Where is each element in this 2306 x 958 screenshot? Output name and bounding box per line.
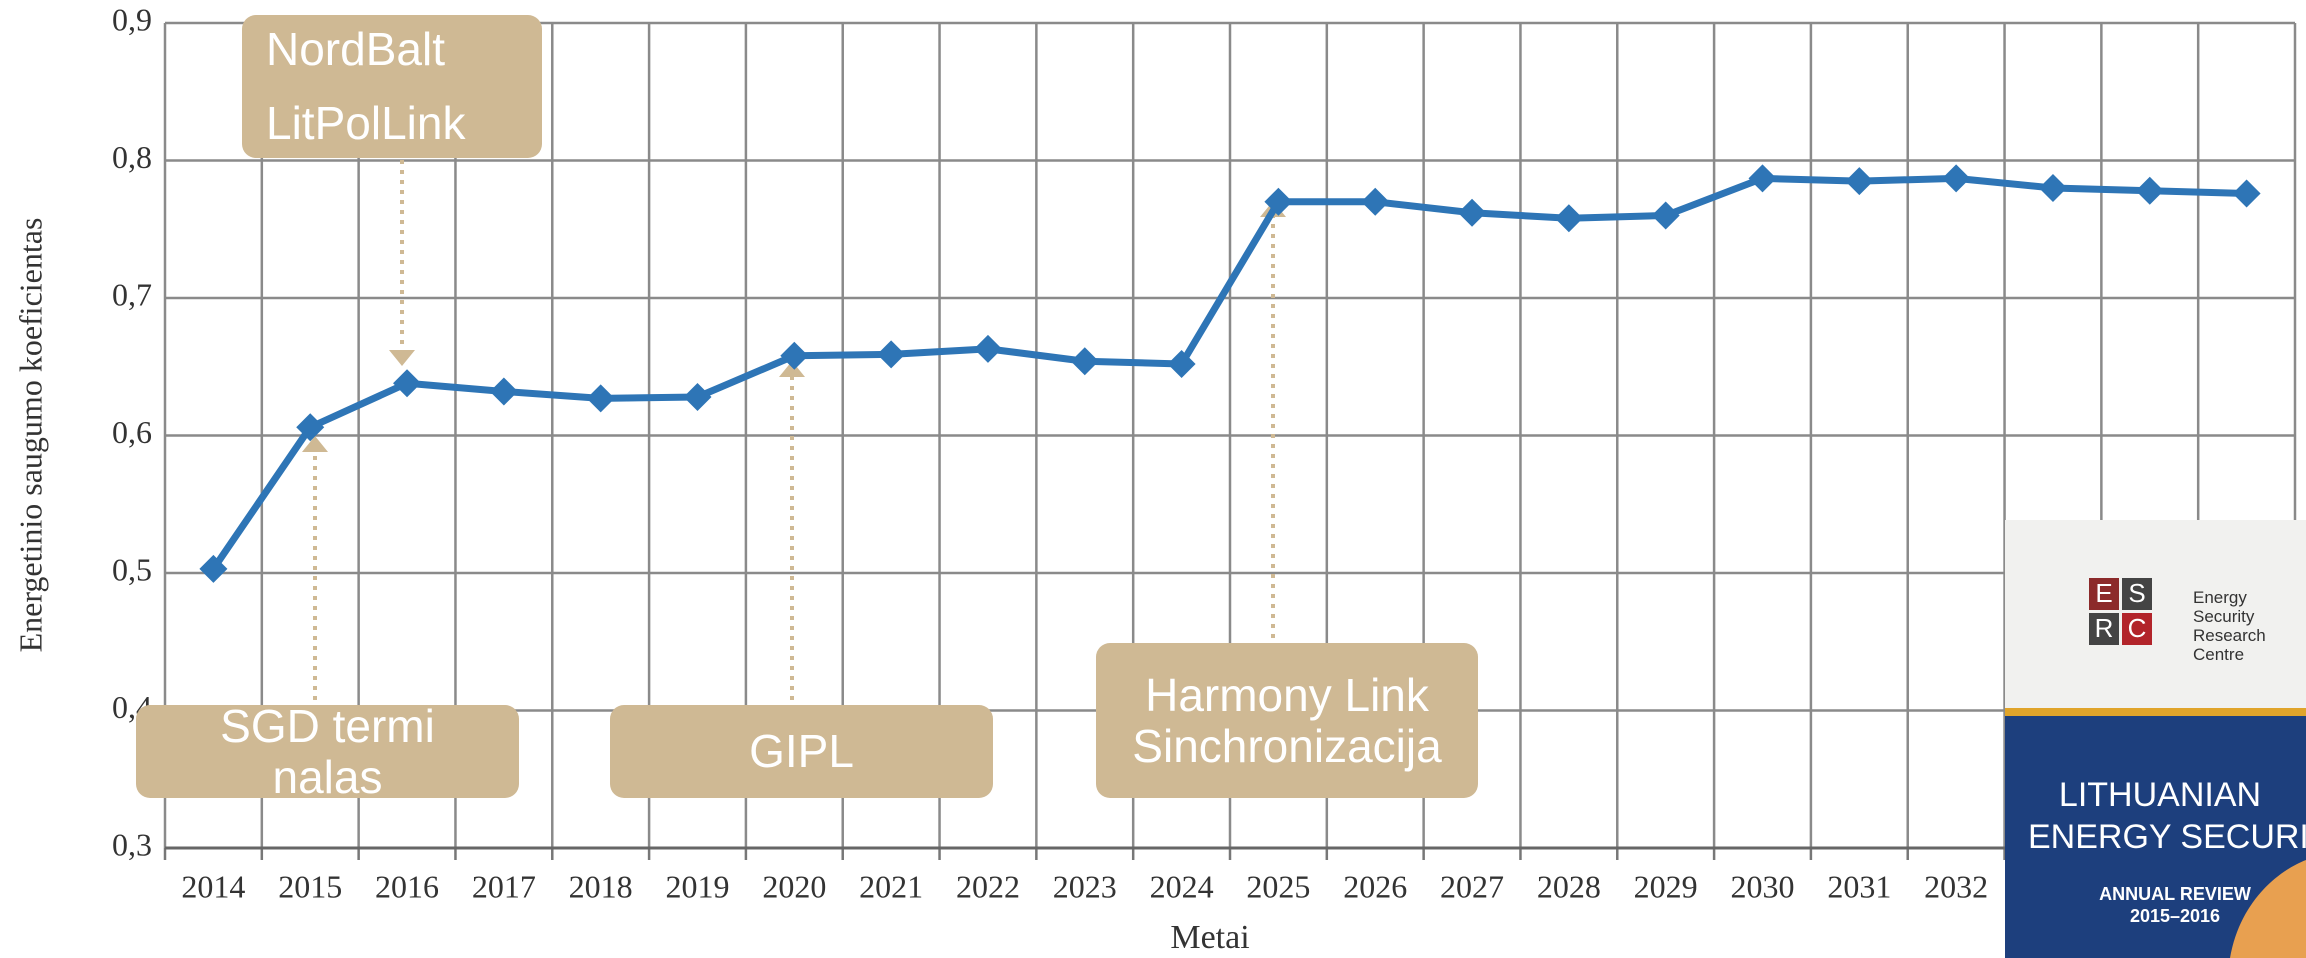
data-point — [587, 384, 615, 412]
x-tick-label: 2021 — [859, 868, 923, 904]
x-tick-label: 2024 — [1150, 868, 1214, 904]
x-tick-label: 2022 — [956, 868, 1020, 904]
cover-centre: Research — [2193, 626, 2266, 645]
cover-stripe — [2005, 708, 2306, 716]
cover-centre: Centre — [2193, 645, 2244, 664]
annotation-box: SGD terminalas — [136, 705, 519, 798]
data-point — [2136, 177, 2164, 205]
x-tick-label: 2028 — [1537, 868, 1601, 904]
cover-top — [2005, 520, 2306, 710]
annotation-text: LitPolLink — [266, 87, 465, 159]
y-axis-label: Energetinio saugumo koeficientas — [12, 218, 48, 653]
y-tick-label: 0,9 — [112, 1, 152, 37]
data-point — [877, 340, 905, 368]
annotation-text: NordBalt — [266, 15, 445, 87]
annotation-text: SGD terminalas — [208, 705, 448, 798]
data-point — [2039, 174, 2067, 202]
y-tick-label: 0,7 — [112, 276, 152, 312]
arrow-head — [389, 350, 415, 366]
x-tick-label: 2017 — [472, 868, 536, 904]
data-point — [1942, 164, 1970, 192]
cover-title: LITHUANIAN — [2059, 776, 2261, 814]
logo-letter: R — [2095, 613, 2114, 643]
data-point — [1361, 188, 1389, 216]
cover-centre: Energy — [2193, 588, 2247, 607]
x-tick-label: 2016 — [375, 868, 439, 904]
data-point — [1071, 347, 1099, 375]
x-tick-label: 2030 — [1731, 868, 1795, 904]
data-point — [780, 342, 808, 370]
x-tick-label: 2018 — [569, 868, 633, 904]
x-tick-label: 2026 — [1343, 868, 1407, 904]
x-tick-label: 2029 — [1634, 868, 1698, 904]
cover-title: ENERGY SECURIT — [2028, 818, 2306, 856]
data-point — [1652, 202, 1680, 230]
x-tick-label: 2032 — [1924, 868, 1988, 904]
x-tick-label: 2027 — [1440, 868, 1504, 904]
x-tick-label: 2019 — [666, 868, 730, 904]
x-tick-label: 2014 — [181, 868, 245, 904]
annotation-text: Sinchronizacija — [1132, 721, 1441, 772]
annotation-box: GIPL — [610, 705, 993, 798]
logo-letter: E — [2095, 578, 2112, 608]
data-point — [974, 335, 1002, 363]
data-point — [490, 378, 518, 406]
logo-letter: S — [2128, 578, 2145, 608]
cover-review: ANNUAL REVIEW — [2099, 884, 2251, 904]
x-axis-label: Metai — [1170, 919, 1249, 956]
data-point — [1845, 167, 1873, 195]
y-tick-label: 0,8 — [112, 139, 152, 175]
annotation-text: Harmony Link — [1145, 670, 1429, 721]
data-point — [2233, 180, 2261, 208]
page: Energetinio saugumo koeficientas Metai 0… — [0, 0, 2306, 958]
y-tick-label: 0,3 — [112, 826, 152, 862]
data-point — [1555, 204, 1583, 232]
logo-letter: C — [2128, 613, 2147, 643]
x-tick-label: 2015 — [278, 868, 342, 904]
data-point — [1749, 164, 1777, 192]
data-point — [684, 383, 712, 411]
data-point — [393, 369, 421, 397]
x-tick-label: 2020 — [762, 868, 826, 904]
y-tick-label: 0,5 — [112, 551, 152, 587]
annotation-text: GIPL — [749, 726, 854, 777]
x-tick-label: 2023 — [1053, 868, 1117, 904]
data-point — [1458, 199, 1486, 227]
x-tick-label: 2031 — [1827, 868, 1891, 904]
cover-centre: Security — [2193, 607, 2255, 626]
x-tick-label: 2025 — [1246, 868, 1310, 904]
y-tick-label: 0,6 — [112, 414, 152, 450]
cover-review: 2015–2016 — [2130, 906, 2220, 926]
